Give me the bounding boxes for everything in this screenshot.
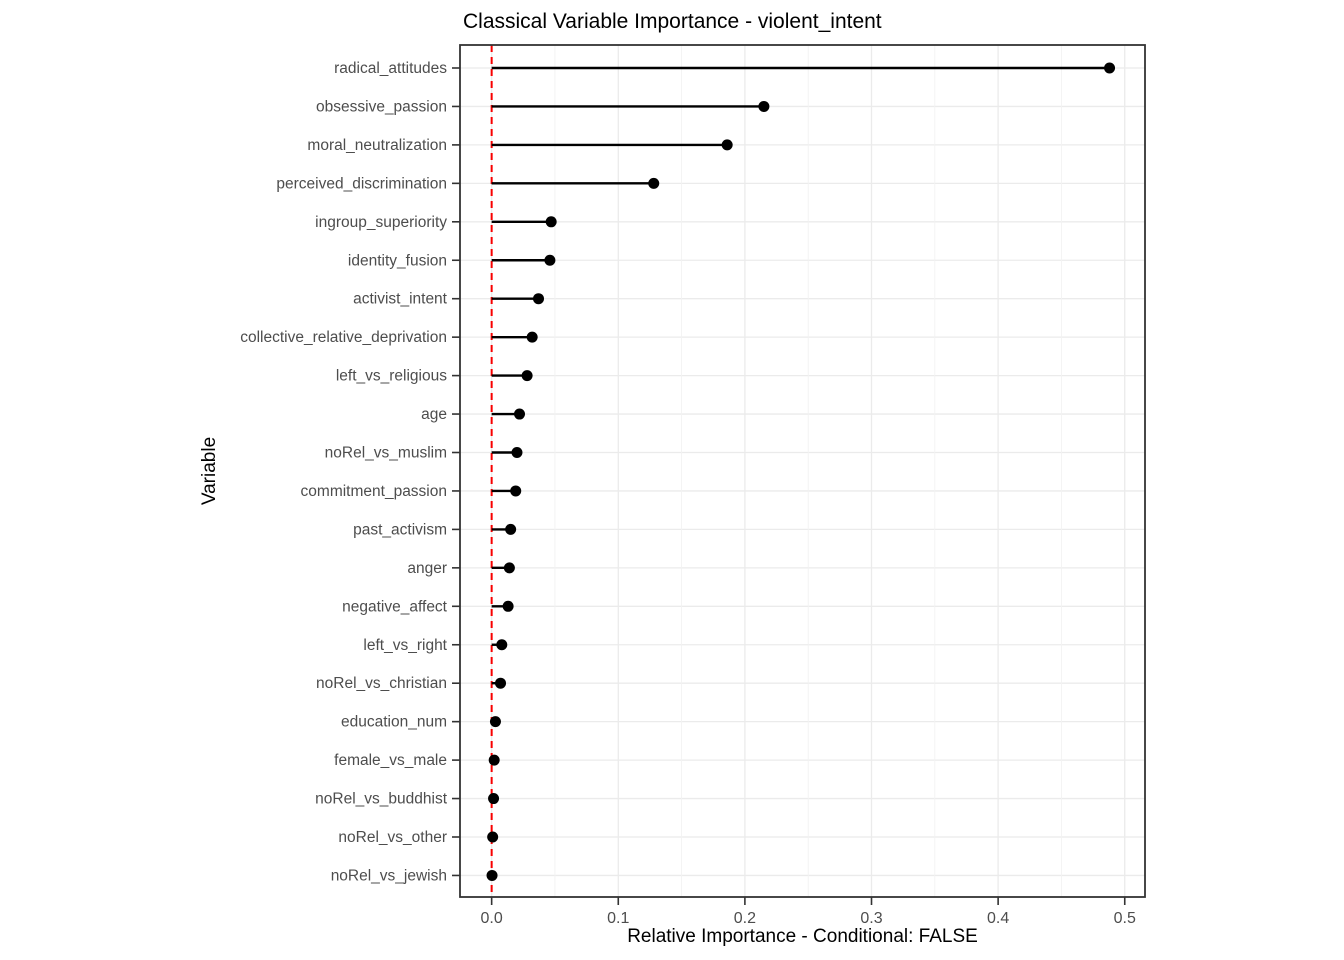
y-tick-label: noRel_vs_buddhist — [315, 791, 448, 808]
y-tick-label: noRel_vs_other — [338, 829, 447, 846]
data-point — [487, 831, 499, 843]
data-point — [505, 523, 517, 535]
data-point — [545, 216, 557, 228]
y-tick-label: noRel_vs_jewish — [331, 867, 447, 884]
y-tick-label: obsessive_passion — [316, 98, 447, 115]
y-tick-label: education_num — [341, 714, 447, 731]
y-tick-label: moral_neutralization — [307, 137, 447, 154]
data-point — [521, 370, 533, 382]
data-point — [510, 485, 522, 497]
y-tick-label: noRel_vs_christian — [316, 675, 447, 692]
data-point — [488, 754, 500, 766]
data-point — [496, 639, 508, 651]
y-tick-label: commitment_passion — [301, 483, 447, 500]
data-point — [502, 600, 514, 612]
x-tick-label: 0.5 — [1114, 910, 1136, 927]
y-tick-label: female_vs_male — [334, 752, 447, 769]
data-point — [489, 716, 501, 728]
x-axis-title: Relative Importance - Conditional: FALSE — [627, 926, 978, 947]
x-tick-label: 0.0 — [481, 910, 503, 927]
data-point — [503, 562, 515, 574]
data-point — [648, 177, 660, 189]
x-tick-label: 0.4 — [987, 910, 1009, 927]
y-tick-label: perceived_discrimination — [276, 175, 447, 192]
x-tick-label: 0.1 — [607, 910, 629, 927]
x-tick-label: 0.3 — [860, 910, 882, 927]
y-tick-label: radical_attitudes — [334, 60, 447, 77]
data-point — [533, 293, 545, 305]
y-tick-label: age — [421, 406, 447, 423]
y-tick-label: left_vs_religious — [336, 368, 447, 385]
y-tick-label: collective_relative_deprivation — [240, 329, 447, 346]
data-point — [488, 793, 500, 805]
data-point — [526, 331, 538, 343]
y-axis-title: Variable — [199, 436, 220, 506]
y-tick-label: anger — [407, 560, 447, 577]
data-point — [758, 100, 770, 112]
panel-border — [459, 44, 1146, 898]
y-tick-label: past_activism — [353, 521, 447, 538]
data-point — [514, 408, 526, 420]
y-tick-label: activist_intent — [353, 291, 448, 308]
data-point — [1104, 62, 1116, 74]
data-point — [495, 677, 507, 689]
data-point — [486, 869, 498, 881]
data-point — [511, 447, 523, 458]
x-tick-label: 0.2 — [734, 910, 756, 927]
y-tick-label: negative_affect — [342, 598, 448, 615]
data-point — [721, 139, 733, 151]
y-tick-label: identity_fusion — [348, 252, 447, 269]
y-tick-label: left_vs_right — [363, 637, 447, 654]
chart-title: Classical Variable Importance - violent_… — [463, 10, 882, 33]
y-tick-label: ingroup_superiority — [315, 214, 447, 231]
y-tick-label: noRel_vs_muslim — [325, 445, 447, 462]
data-point — [544, 254, 556, 266]
